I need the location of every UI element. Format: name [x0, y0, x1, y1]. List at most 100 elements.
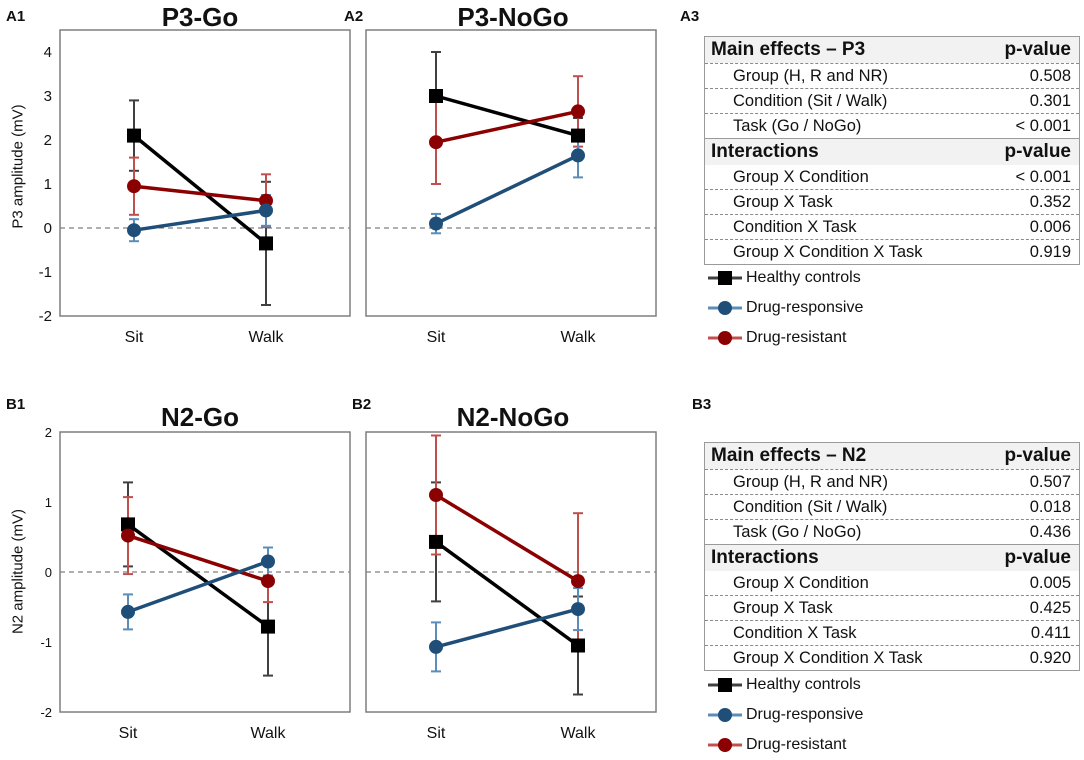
row-value: 0.005 — [1029, 574, 1071, 592]
y-tick-label: -2 — [40, 705, 52, 720]
y-tick-label: 1 — [45, 495, 52, 510]
data-point-resistant — [127, 179, 141, 194]
series-line-resistant — [435, 493, 579, 583]
row-value: 0.425 — [1029, 599, 1071, 617]
row-value: 0.352 — [1029, 193, 1071, 211]
legend-item-resistant: Drug-resistant — [706, 730, 863, 760]
table-row: Group X Condition X Task 0.919 — [705, 239, 1079, 264]
row-value: 0.508 — [1029, 67, 1071, 85]
pvalue-heading: p-value — [1004, 39, 1071, 60]
y-tick-label: -1 — [39, 264, 52, 281]
data-point-healthy — [571, 638, 585, 653]
row-value: 0.919 — [1029, 243, 1071, 261]
legend-label: Drug-responsive — [746, 706, 864, 723]
panel-label-a2: A2 — [344, 8, 364, 25]
row-label: Group (H, R and NR) — [733, 473, 888, 491]
table-row: Group X Task 0.352 — [705, 189, 1079, 214]
y-tick-label: 0 — [44, 220, 52, 237]
data-point-responsive — [571, 148, 585, 163]
chart-title-p3-nogo: P3-NoGo — [457, 2, 569, 32]
circle-marker-icon — [708, 301, 742, 315]
square-marker-icon — [708, 271, 742, 285]
y-tick-label: -1 — [40, 635, 52, 650]
data-point-responsive — [261, 554, 275, 569]
chart-title-n2-go: N2-Go — [161, 402, 239, 432]
row-label: Group X Task — [733, 599, 833, 617]
row-value: 0.920 — [1029, 649, 1071, 667]
legend-item-resistant: Drug-resistant — [706, 323, 863, 353]
main-effects-heading: Main effects – N2 — [711, 445, 867, 466]
x-tick-label: Walk — [249, 329, 285, 346]
plot-n2-nogo: Sit Walk — [365, 431, 657, 742]
y-tick-label: 4 — [44, 44, 52, 61]
circle-marker-icon — [708, 708, 742, 722]
pvalue-heading: p-value — [1004, 547, 1071, 568]
panel-label-b3: B3 — [692, 396, 712, 413]
table-row: Condition X Task 0.411 — [705, 620, 1079, 645]
data-point-responsive — [571, 602, 585, 617]
data-point-healthy — [429, 534, 443, 549]
data-point-resistant — [429, 488, 443, 502]
table-row: Task (Go / NoGo) 0.436 — [705, 519, 1079, 544]
x-tick-label: Walk — [251, 725, 287, 742]
chart-title-p3-go: P3-Go — [161, 2, 239, 32]
data-point-resistant — [261, 574, 275, 589]
stats-table-n2: Main effects – N2 p-value Group (H, R an… — [704, 442, 1080, 671]
panel-label-a1: A1 — [6, 8, 26, 25]
ylabel-p3: P3 amplitude (mV) — [9, 104, 27, 229]
row-label: Condition X Task — [733, 624, 857, 642]
panel-label-a3: A3 — [680, 8, 700, 25]
data-point-healthy — [571, 128, 585, 143]
table-row: Condition (Sit / Walk) 0.018 — [705, 494, 1079, 519]
series-line-healthy — [435, 94, 579, 138]
table-row: Group X Condition 0.005 — [705, 571, 1079, 595]
table-row: Group X Task 0.425 — [705, 595, 1079, 620]
row-value: 0.411 — [1030, 624, 1071, 642]
table-row: Group (H, R and NR) 0.507 — [705, 469, 1079, 494]
circle-marker-icon — [708, 331, 742, 345]
plot-frame — [365, 29, 657, 317]
x-tick-label: Walk — [561, 329, 597, 346]
panel-label-b2: B2 — [352, 396, 372, 413]
plot-p3-go: -2 -1 0 1 2 3 4 Sit Walk — [39, 29, 351, 346]
x-tick-label: Sit — [427, 725, 446, 742]
row-value: 0.436 — [1029, 523, 1071, 541]
y-tick-label: 0 — [45, 565, 52, 580]
main-effects-heading: Main effects – P3 — [711, 39, 866, 60]
row-label: Task (Go / NoGo) — [733, 117, 862, 135]
legend-label: Healthy controls — [746, 676, 861, 693]
row-value: 0.006 — [1029, 218, 1071, 236]
row-label: Group X Condition — [733, 574, 869, 592]
legend-item-healthy: Healthy controls — [706, 670, 863, 700]
table-header-interactions: Interactions p-value — [705, 544, 1079, 571]
row-label: Condition X Task — [733, 218, 857, 236]
square-marker-icon — [708, 678, 742, 692]
row-label: Group (H, R and NR) — [733, 67, 888, 85]
data-point-healthy — [259, 236, 273, 251]
data-point-responsive — [121, 604, 135, 619]
legend-p3: Healthy controls Drug-responsive Drug-re… — [706, 263, 863, 353]
row-label: Group X Task — [733, 193, 833, 211]
row-value: < 0.001 — [1015, 168, 1071, 186]
series-line-responsive — [127, 559, 269, 614]
interactions-heading: Interactions — [711, 141, 819, 162]
series-line-resistant — [133, 184, 267, 203]
row-label: Task (Go / NoGo) — [733, 523, 862, 541]
stats-table-p3: Main effects – P3 p-value Group (H, R an… — [704, 36, 1080, 265]
table-row: Group (H, R and NR) 0.508 — [705, 63, 1079, 88]
row-value: < 0.001 — [1015, 117, 1071, 135]
legend-item-healthy: Healthy controls — [706, 263, 863, 293]
table-header-interactions: Interactions p-value — [705, 138, 1079, 165]
legend-label: Drug-resistant — [746, 736, 847, 753]
circle-marker-icon — [708, 738, 742, 752]
row-value: 0.018 — [1029, 498, 1071, 516]
data-point-responsive — [429, 216, 443, 231]
table-header-main: Main effects – P3 p-value — [705, 37, 1079, 63]
data-point-responsive — [259, 203, 273, 218]
data-point-responsive — [429, 639, 443, 654]
y-tick-label: -2 — [39, 308, 52, 325]
series-line-resistant — [435, 109, 579, 144]
pvalue-heading: p-value — [1004, 445, 1071, 466]
row-label: Condition (Sit / Walk) — [733, 498, 888, 516]
table-row: Group X Condition X Task 0.920 — [705, 645, 1079, 670]
